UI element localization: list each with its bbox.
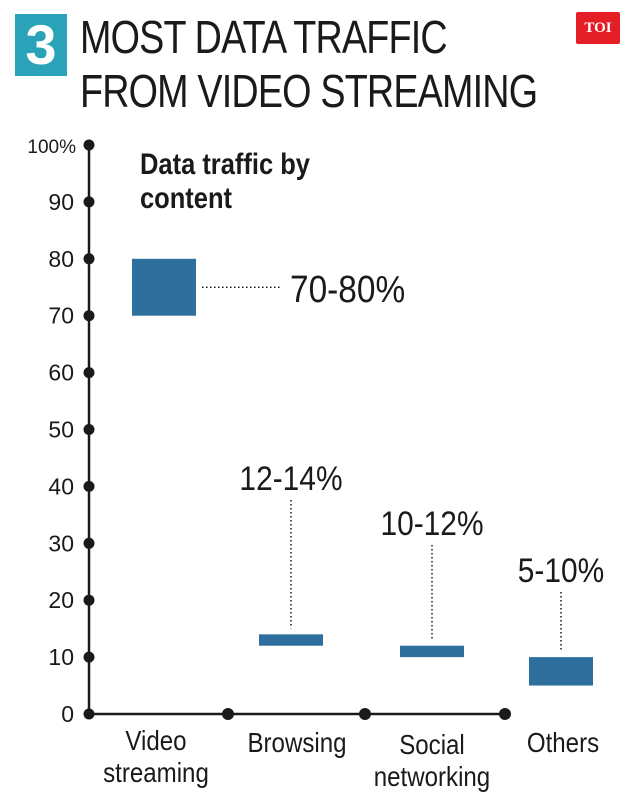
y-tick-label: 100%: [27, 137, 76, 158]
y-tick-dot: [83, 196, 95, 208]
chart-subtitle-line-2: content: [140, 181, 232, 214]
data-label: 70-80%: [290, 268, 405, 310]
data-label: 12-14%: [239, 459, 342, 497]
y-tick-dot: [83, 424, 95, 435]
y-tick-dot: [83, 480, 95, 492]
y-tick-dot: [83, 310, 95, 322]
chart-subtitle-line-1: Data traffic by: [140, 147, 310, 180]
x-category-label: Others: [527, 726, 599, 758]
y-tick-dot: [83, 367, 95, 379]
range-bar: [400, 645, 464, 658]
y-tick-dot: [83, 139, 95, 151]
x-category-label: networking: [374, 760, 490, 792]
y-tick-label: 0: [61, 701, 74, 727]
x-category-label: Social: [399, 728, 465, 760]
x-category-label: Video: [125, 724, 186, 756]
y-tick-dot: [83, 537, 95, 549]
x-separator-dot: [499, 708, 511, 720]
x-category-label: streaming: [103, 756, 209, 788]
y-tick-label: 90: [48, 189, 74, 215]
y-tick-label: 60: [48, 360, 74, 386]
y-tick-dot: [83, 651, 95, 663]
headline: MOST DATA TRAFFIC FROM VIDEO STREAMING: [80, 10, 538, 118]
y-tick-label: 50: [48, 417, 74, 443]
y-tick-dot: [83, 708, 95, 720]
section-number-badge: 3: [15, 14, 67, 76]
y-tick-label: 30: [48, 530, 74, 556]
range-bar: [529, 657, 593, 686]
headline-line-2: FROM VIDEO STREAMING: [80, 65, 538, 117]
y-tick-label: 40: [48, 473, 74, 499]
x-separator-dot: [359, 708, 371, 720]
data-label: 5-10%: [518, 551, 604, 589]
y-tick-dot: [83, 253, 95, 265]
toi-logo: TOI: [576, 12, 620, 44]
y-tick-label: 70: [48, 303, 74, 329]
range-bar: [132, 258, 196, 316]
data-label: 10-12%: [380, 504, 483, 542]
y-tick-label: 20: [48, 587, 74, 613]
chart-marks: 70-80% 12-14% 10-12% 5-10%: [132, 258, 604, 686]
y-tick-label: 10: [48, 644, 74, 670]
x-category-label: Browsing: [247, 726, 346, 758]
headline-line-1: MOST DATA TRAFFIC: [80, 11, 448, 63]
y-tick-label: 80: [48, 246, 74, 272]
range-bar: [259, 634, 323, 646]
y-tick-dot: [83, 594, 95, 606]
x-separator-dot: [222, 708, 234, 720]
